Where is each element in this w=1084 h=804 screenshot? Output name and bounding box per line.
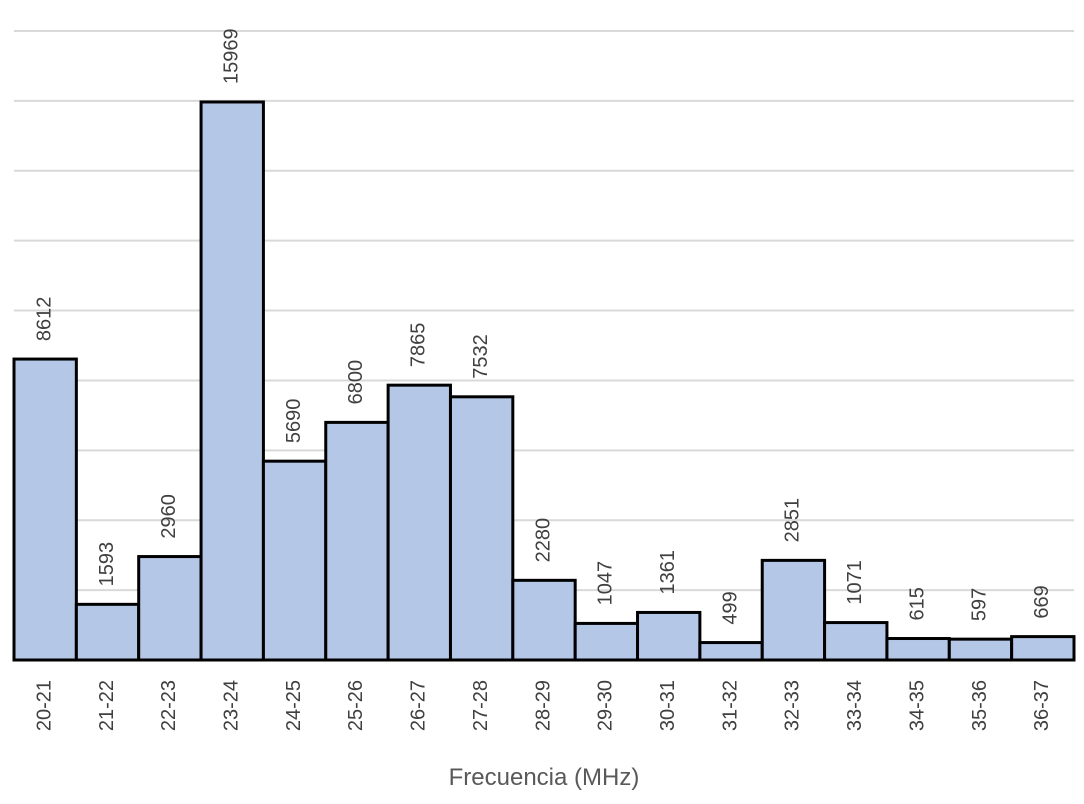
- bar-29-30: [573, 621, 640, 662]
- x-tick-label: 25-26: [345, 680, 367, 731]
- data-label: 8612: [33, 297, 55, 342]
- data-label: 2960: [158, 494, 180, 539]
- x-axis-title: Frecuencia (MHz): [449, 764, 640, 791]
- bar-34-35: [885, 637, 951, 662]
- x-tick-label: 31-32: [719, 680, 741, 731]
- data-label: 499: [719, 591, 741, 624]
- data-label: 2280: [532, 518, 554, 563]
- bars: [12, 100, 1076, 662]
- data-labels: 8612 1593 2960 15969 5690 6800 7865 7532 2280 104…: [33, 28, 1053, 624]
- data-label: 615: [906, 587, 928, 620]
- data-label: 7532: [470, 334, 492, 379]
- bar-33-34: [823, 621, 889, 662]
- bar-28-29: [511, 578, 577, 662]
- data-label: 1361: [657, 550, 679, 595]
- x-tick-label: 32-33: [782, 680, 804, 731]
- data-label: 1047: [595, 561, 617, 606]
- bar-36-37: [1010, 635, 1076, 662]
- x-tick-label: 30-31: [657, 680, 679, 731]
- data-label: 6800: [345, 360, 367, 405]
- data-label: 5690: [283, 399, 305, 444]
- bar-32-33: [760, 558, 827, 662]
- bar-26-27: [386, 383, 452, 662]
- data-label: 597: [969, 588, 991, 621]
- x-tick-label: 20-21: [33, 680, 55, 731]
- bar-35-36: [947, 637, 1014, 662]
- bar-30-31: [636, 610, 702, 662]
- data-label: 1593: [96, 542, 118, 587]
- bar-20-21: [12, 357, 78, 662]
- bar-31-32: [698, 641, 764, 662]
- bar-21-22: [74, 602, 141, 662]
- bar-23-24: [199, 100, 265, 662]
- x-tick-labels: 20-21 21-22 22-23 23-24 24-25 25-26 26-27 27-28…: [33, 680, 1053, 731]
- bar-22-23: [137, 555, 203, 662]
- data-label: 1071: [844, 560, 866, 605]
- x-tick-label: 29-30: [595, 680, 617, 731]
- data-label: 2851: [782, 498, 804, 543]
- x-tick-label: 36-37: [1031, 680, 1053, 731]
- data-label: 15969: [221, 28, 243, 84]
- x-tick-label: 24-25: [283, 680, 305, 731]
- bar-27-28: [448, 395, 515, 662]
- x-tick-label: 27-28: [470, 680, 492, 731]
- data-label: 669: [1031, 585, 1053, 618]
- bar-24-25: [261, 459, 328, 662]
- x-tick-label: 23-24: [221, 680, 243, 731]
- data-label: 7865: [408, 323, 430, 368]
- gridlines: [14, 30, 1074, 592]
- x-tick-label: 21-22: [96, 680, 118, 731]
- x-tick-label: 26-27: [408, 680, 430, 731]
- x-tick-label: 34-35: [906, 680, 928, 731]
- x-tick-label: 22-23: [158, 680, 180, 731]
- x-tick-label: 28-29: [532, 680, 554, 731]
- x-tick-label: 35-36: [969, 680, 991, 731]
- x-tick-label: 33-34: [844, 680, 866, 731]
- bar-25-26: [324, 420, 390, 662]
